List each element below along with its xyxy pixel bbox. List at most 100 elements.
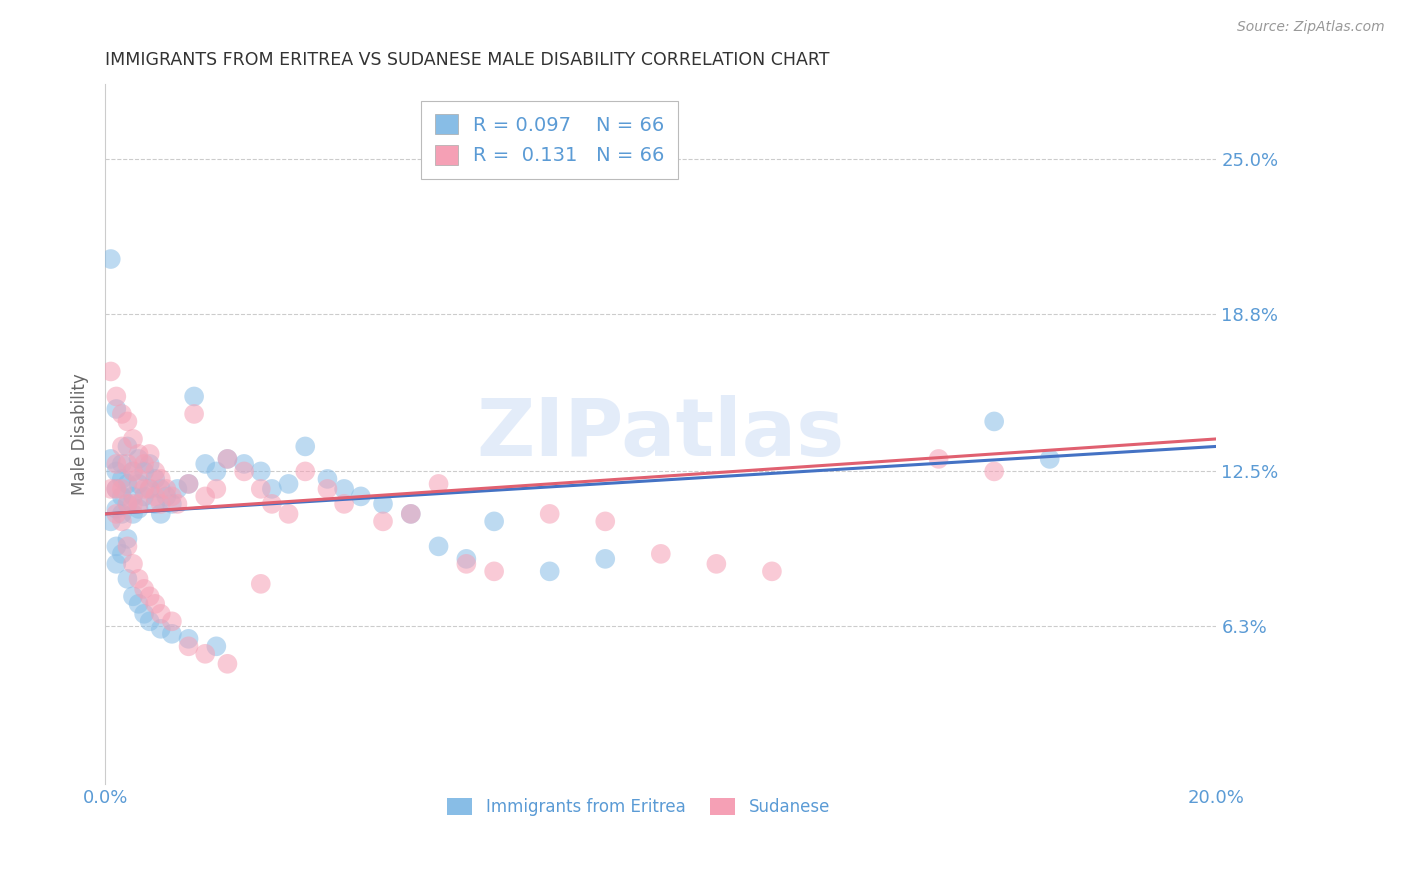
Point — [122, 507, 145, 521]
Point — [132, 464, 155, 478]
Point — [111, 472, 134, 486]
Point — [122, 464, 145, 478]
Point — [117, 439, 139, 453]
Point — [111, 515, 134, 529]
Point — [166, 482, 188, 496]
Point — [177, 476, 200, 491]
Point — [217, 657, 239, 671]
Point — [143, 489, 166, 503]
Point — [122, 590, 145, 604]
Point — [117, 532, 139, 546]
Point — [183, 389, 205, 403]
Point — [160, 615, 183, 629]
Point — [333, 497, 356, 511]
Point — [122, 489, 145, 503]
Point — [143, 497, 166, 511]
Point — [111, 547, 134, 561]
Point — [294, 464, 316, 478]
Point — [260, 497, 283, 511]
Text: ZIPatlas: ZIPatlas — [477, 395, 845, 473]
Point — [132, 482, 155, 496]
Point — [117, 414, 139, 428]
Point — [217, 451, 239, 466]
Point — [205, 464, 228, 478]
Point — [138, 457, 160, 471]
Point — [160, 627, 183, 641]
Point — [399, 507, 422, 521]
Point — [132, 607, 155, 621]
Point — [277, 476, 299, 491]
Point — [371, 515, 394, 529]
Point — [117, 457, 139, 471]
Point — [111, 439, 134, 453]
Point — [105, 482, 128, 496]
Point — [249, 482, 271, 496]
Point — [177, 640, 200, 654]
Point — [128, 572, 150, 586]
Point — [111, 489, 134, 503]
Point — [194, 647, 217, 661]
Point — [482, 515, 505, 529]
Point — [117, 497, 139, 511]
Point — [105, 464, 128, 478]
Point — [105, 507, 128, 521]
Point — [128, 502, 150, 516]
Point — [128, 497, 150, 511]
Point — [100, 515, 122, 529]
Point — [122, 432, 145, 446]
Point — [117, 497, 139, 511]
Point — [194, 489, 217, 503]
Y-axis label: Male Disability: Male Disability — [72, 373, 89, 495]
Point — [155, 482, 177, 496]
Point — [233, 457, 256, 471]
Point — [205, 640, 228, 654]
Point — [928, 451, 950, 466]
Point — [456, 557, 478, 571]
Point — [194, 457, 217, 471]
Point — [138, 482, 160, 496]
Point — [132, 457, 155, 471]
Point — [177, 632, 200, 646]
Point — [155, 489, 177, 503]
Point — [117, 572, 139, 586]
Point — [249, 464, 271, 478]
Point — [277, 507, 299, 521]
Point — [111, 457, 134, 471]
Point — [105, 482, 128, 496]
Point — [166, 497, 188, 511]
Point — [217, 451, 239, 466]
Point — [128, 472, 150, 486]
Point — [138, 615, 160, 629]
Legend: Immigrants from Eritrea, Sudanese: Immigrants from Eritrea, Sudanese — [439, 789, 838, 824]
Point — [538, 507, 561, 521]
Point — [761, 565, 783, 579]
Point — [105, 540, 128, 554]
Point — [143, 597, 166, 611]
Point — [138, 447, 160, 461]
Point — [482, 565, 505, 579]
Point — [132, 582, 155, 596]
Point — [105, 502, 128, 516]
Point — [143, 472, 166, 486]
Point — [260, 482, 283, 496]
Point — [350, 489, 373, 503]
Point — [149, 607, 172, 621]
Point — [138, 482, 160, 496]
Point — [100, 252, 122, 266]
Point — [111, 482, 134, 496]
Text: Source: ZipAtlas.com: Source: ZipAtlas.com — [1237, 20, 1385, 34]
Point — [117, 540, 139, 554]
Point — [183, 407, 205, 421]
Text: IMMIGRANTS FROM ERITREA VS SUDANESE MALE DISABILITY CORRELATION CHART: IMMIGRANTS FROM ERITREA VS SUDANESE MALE… — [105, 51, 830, 69]
Point — [138, 590, 160, 604]
Point — [100, 482, 122, 496]
Point — [105, 389, 128, 403]
Point — [149, 472, 172, 486]
Point — [427, 540, 450, 554]
Point — [111, 507, 134, 521]
Point — [100, 451, 122, 466]
Point — [122, 464, 145, 478]
Point — [117, 476, 139, 491]
Point — [456, 552, 478, 566]
Point — [128, 476, 150, 491]
